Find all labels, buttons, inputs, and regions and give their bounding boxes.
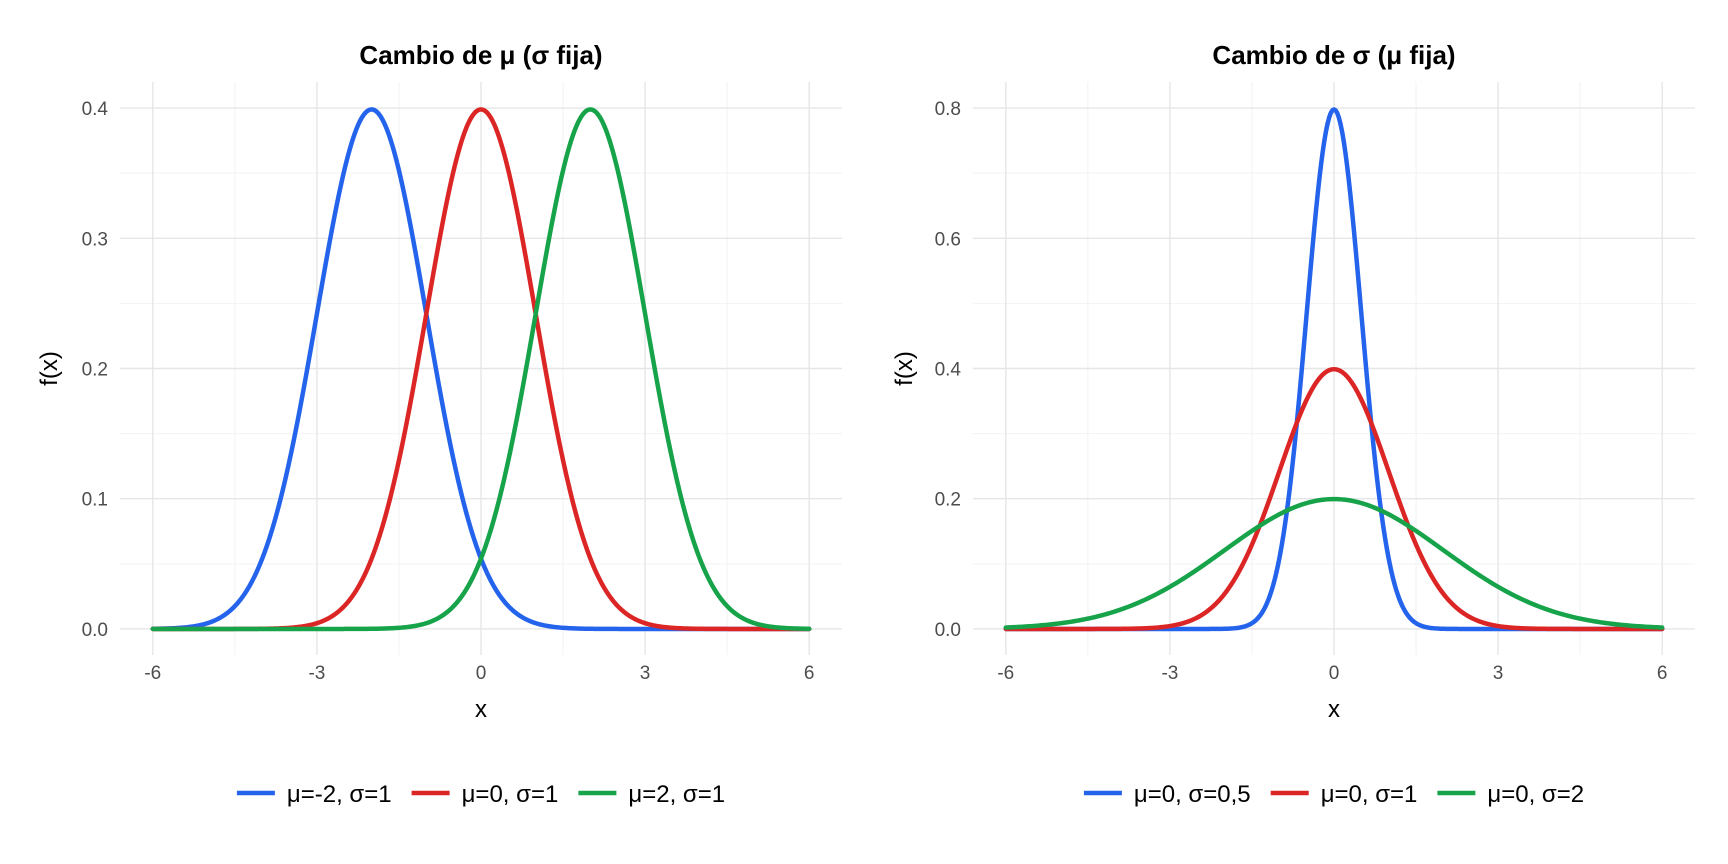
legend: μ=-2, σ=1 μ=0, σ=1 μ=2, σ=1 xyxy=(236,781,725,808)
x-tick-label: -3 xyxy=(1161,663,1178,684)
y-tick-label: 0.0 xyxy=(935,620,961,641)
legend-label: μ=0, σ=1 xyxy=(1321,781,1418,808)
series-line-3 xyxy=(1003,496,1665,630)
y-tick-label: 0.4 xyxy=(935,360,962,381)
legend-item-2: μ=0, σ=1 xyxy=(1270,781,1418,808)
legend-label: μ=-2, σ=1 xyxy=(287,781,392,808)
x-tick-label: -6 xyxy=(144,663,161,684)
y-tick-label: 0.2 xyxy=(82,360,108,381)
legend-item-3: μ=2, σ=1 xyxy=(578,781,725,808)
chart-panel-1: -6 -3 0 3 6 0.0 0.1 0.2 0.3 0.4 Cambio de μ (σ fij… xyxy=(36,40,842,808)
y-tick-label: 0.6 xyxy=(935,229,961,250)
x-axis-title: x xyxy=(475,696,487,723)
series-line-2 xyxy=(1003,366,1665,632)
x-tick-label: 6 xyxy=(804,663,815,684)
legend: μ=0, σ=0,5 μ=0, σ=1 μ=0, σ=2 xyxy=(1083,781,1584,808)
chart-panel-2: -6 -3 0 3 6 0.0 0.2 0.4 0.6 0.8 Cambio de σ (μ fij… xyxy=(891,40,1695,808)
x-tick-label: -3 xyxy=(308,663,325,684)
x-tick-label: 3 xyxy=(1493,663,1504,684)
legend-item-2: μ=0, σ=1 xyxy=(411,781,559,808)
y-tick-label: 0.2 xyxy=(935,490,961,511)
y-axis-title: f(x) xyxy=(891,351,918,386)
series-line-3 xyxy=(150,107,812,632)
legend-item-3: μ=0, σ=2 xyxy=(1437,781,1584,808)
x-tick-label: 3 xyxy=(640,663,651,684)
legend-item-1: μ=0, σ=0,5 xyxy=(1083,781,1251,808)
legend-label: μ=2, σ=1 xyxy=(628,781,725,808)
chart-title: Cambio de σ (μ fija) xyxy=(1212,40,1455,70)
y-tick-label: 0.1 xyxy=(82,490,108,511)
legend-label: μ=0, σ=1 xyxy=(462,781,559,808)
y-tick-label: 0.4 xyxy=(82,99,109,120)
x-tick-label: 6 xyxy=(1657,663,1668,684)
grid xyxy=(120,82,842,655)
y-tick-label: 0.8 xyxy=(935,99,961,120)
legend-item-1: μ=-2, σ=1 xyxy=(236,781,392,808)
x-tick-label: 0 xyxy=(476,663,487,684)
x-tick-label: 0 xyxy=(1329,663,1340,684)
y-axis-title: f(x) xyxy=(36,351,63,386)
chart-title: Cambio de μ (σ fija) xyxy=(359,40,602,70)
y-tick-label: 0.3 xyxy=(82,229,108,250)
y-tick-label: 0.0 xyxy=(82,620,108,641)
x-axis-title: x xyxy=(1328,696,1340,723)
x-tick-label: -6 xyxy=(997,663,1014,684)
legend-label: μ=0, σ=2 xyxy=(1487,781,1584,808)
legend-label: μ=0, σ=0,5 xyxy=(1134,781,1251,808)
